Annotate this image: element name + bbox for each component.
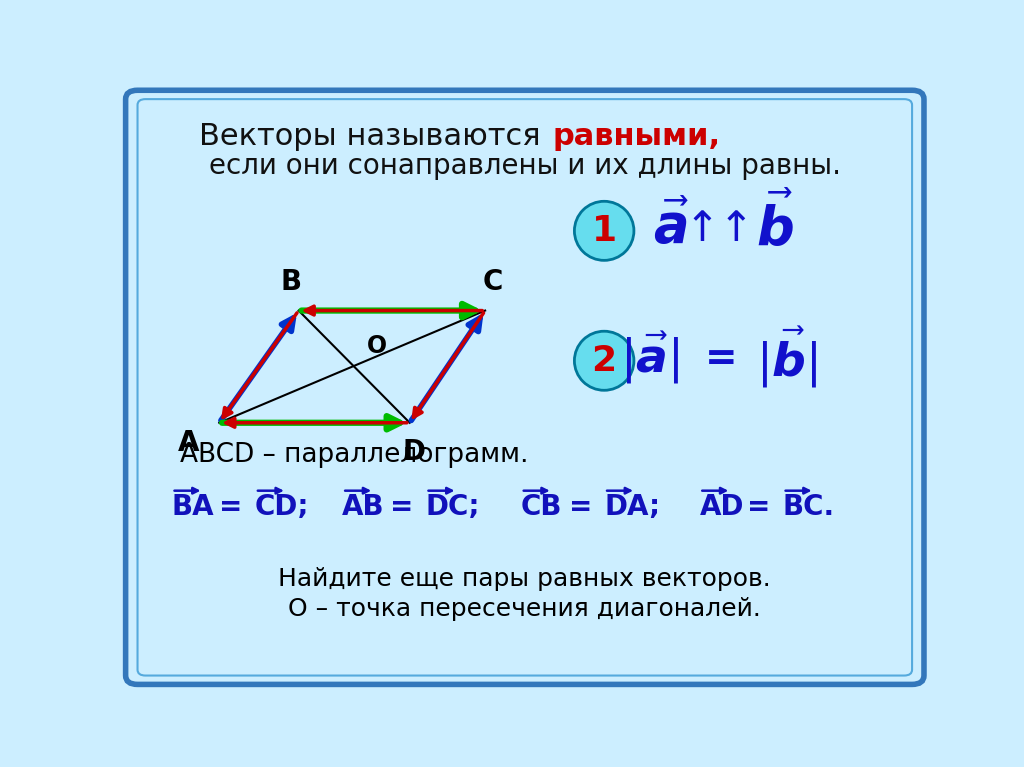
Ellipse shape xyxy=(574,331,634,390)
FancyBboxPatch shape xyxy=(126,91,924,684)
Text: равными,: равными, xyxy=(553,122,721,151)
Text: =: = xyxy=(390,492,414,521)
Text: =: = xyxy=(748,492,771,521)
Text: AD: AD xyxy=(699,492,743,521)
Text: BA: BA xyxy=(172,492,214,521)
Text: О – точка пересечения диагоналей.: О – точка пересечения диагоналей. xyxy=(289,597,761,621)
Text: A: A xyxy=(178,429,200,456)
Text: CB: CB xyxy=(521,492,562,521)
Text: ABCD – параллелограмм.: ABCD – параллелограмм. xyxy=(179,443,528,468)
Text: Найдите еще пары равных векторов.: Найдите еще пары равных векторов. xyxy=(279,568,771,591)
Text: $\vec{\boldsymbol{b}}$: $\vec{\boldsymbol{b}}$ xyxy=(756,193,794,256)
Text: =: = xyxy=(568,492,592,521)
Text: =: = xyxy=(706,340,738,378)
Ellipse shape xyxy=(574,201,634,260)
Text: =: = xyxy=(219,492,243,521)
Text: DA;: DA; xyxy=(604,492,660,521)
Text: $|\vec{\boldsymbol{b}}|$: $|\vec{\boldsymbol{b}}|$ xyxy=(756,325,817,390)
Text: CD;: CD; xyxy=(255,492,309,521)
Text: AB: AB xyxy=(342,492,385,521)
Text: DC;: DC; xyxy=(426,492,480,521)
Text: $\vec{\boldsymbol{a}}$: $\vec{\boldsymbol{a}}$ xyxy=(653,201,690,255)
Text: BC.: BC. xyxy=(782,492,835,521)
Text: O: O xyxy=(367,334,387,357)
Text: B: B xyxy=(281,268,301,296)
Text: $|\vec{\boldsymbol{a}}|$: $|\vec{\boldsymbol{a}}|$ xyxy=(621,330,680,386)
Text: ↑↑: ↑↑ xyxy=(684,208,754,250)
Text: D: D xyxy=(402,437,425,466)
Text: Векторы называются: Векторы называются xyxy=(200,122,551,151)
Text: C: C xyxy=(483,268,503,296)
Text: 1: 1 xyxy=(592,214,616,248)
Text: 2: 2 xyxy=(592,344,616,378)
Text: если они сонаправлены и их длины равны.: если они сонаправлены и их длины равны. xyxy=(209,152,841,180)
